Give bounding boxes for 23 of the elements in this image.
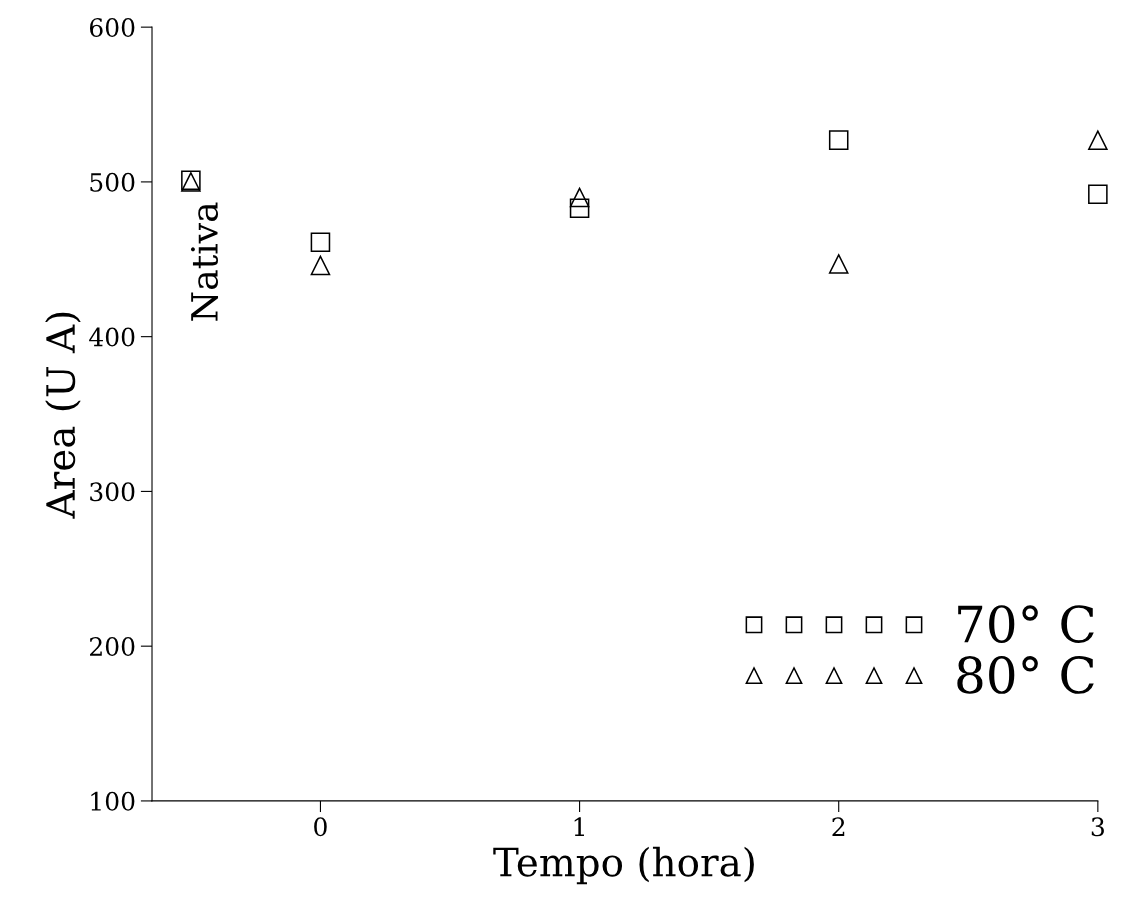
y-tick-label: 300: [90, 482, 135, 502]
annotation: Nativa: [190, 202, 219, 321]
point: [310, 232, 331, 253]
y-tick-label: 500: [90, 172, 135, 192]
x-tick-label: 2: [832, 817, 845, 836]
point: [1088, 130, 1108, 150]
legend-label: 70° C: [958, 605, 1094, 643]
point: [828, 130, 849, 150]
x-tick-label: 3: [1091, 817, 1104, 837]
point: [828, 254, 849, 274]
point: [569, 198, 590, 219]
y-tick-label: 100: [91, 791, 135, 811]
point: [1088, 184, 1108, 205]
x-tick-label: 0: [314, 817, 327, 837]
y-tick-label: 600: [89, 18, 135, 37]
legend-label: 80° C: [957, 656, 1094, 694]
y-axis-title: Area (U A): [45, 312, 81, 519]
point: [569, 187, 590, 208]
x-axis-title: Tempo (hora): [493, 846, 754, 885]
y-tick-label: 400: [89, 327, 135, 347]
y-tick-label: 200: [90, 637, 135, 657]
point: [310, 255, 331, 276]
x-tick-label: 1: [574, 817, 584, 836]
